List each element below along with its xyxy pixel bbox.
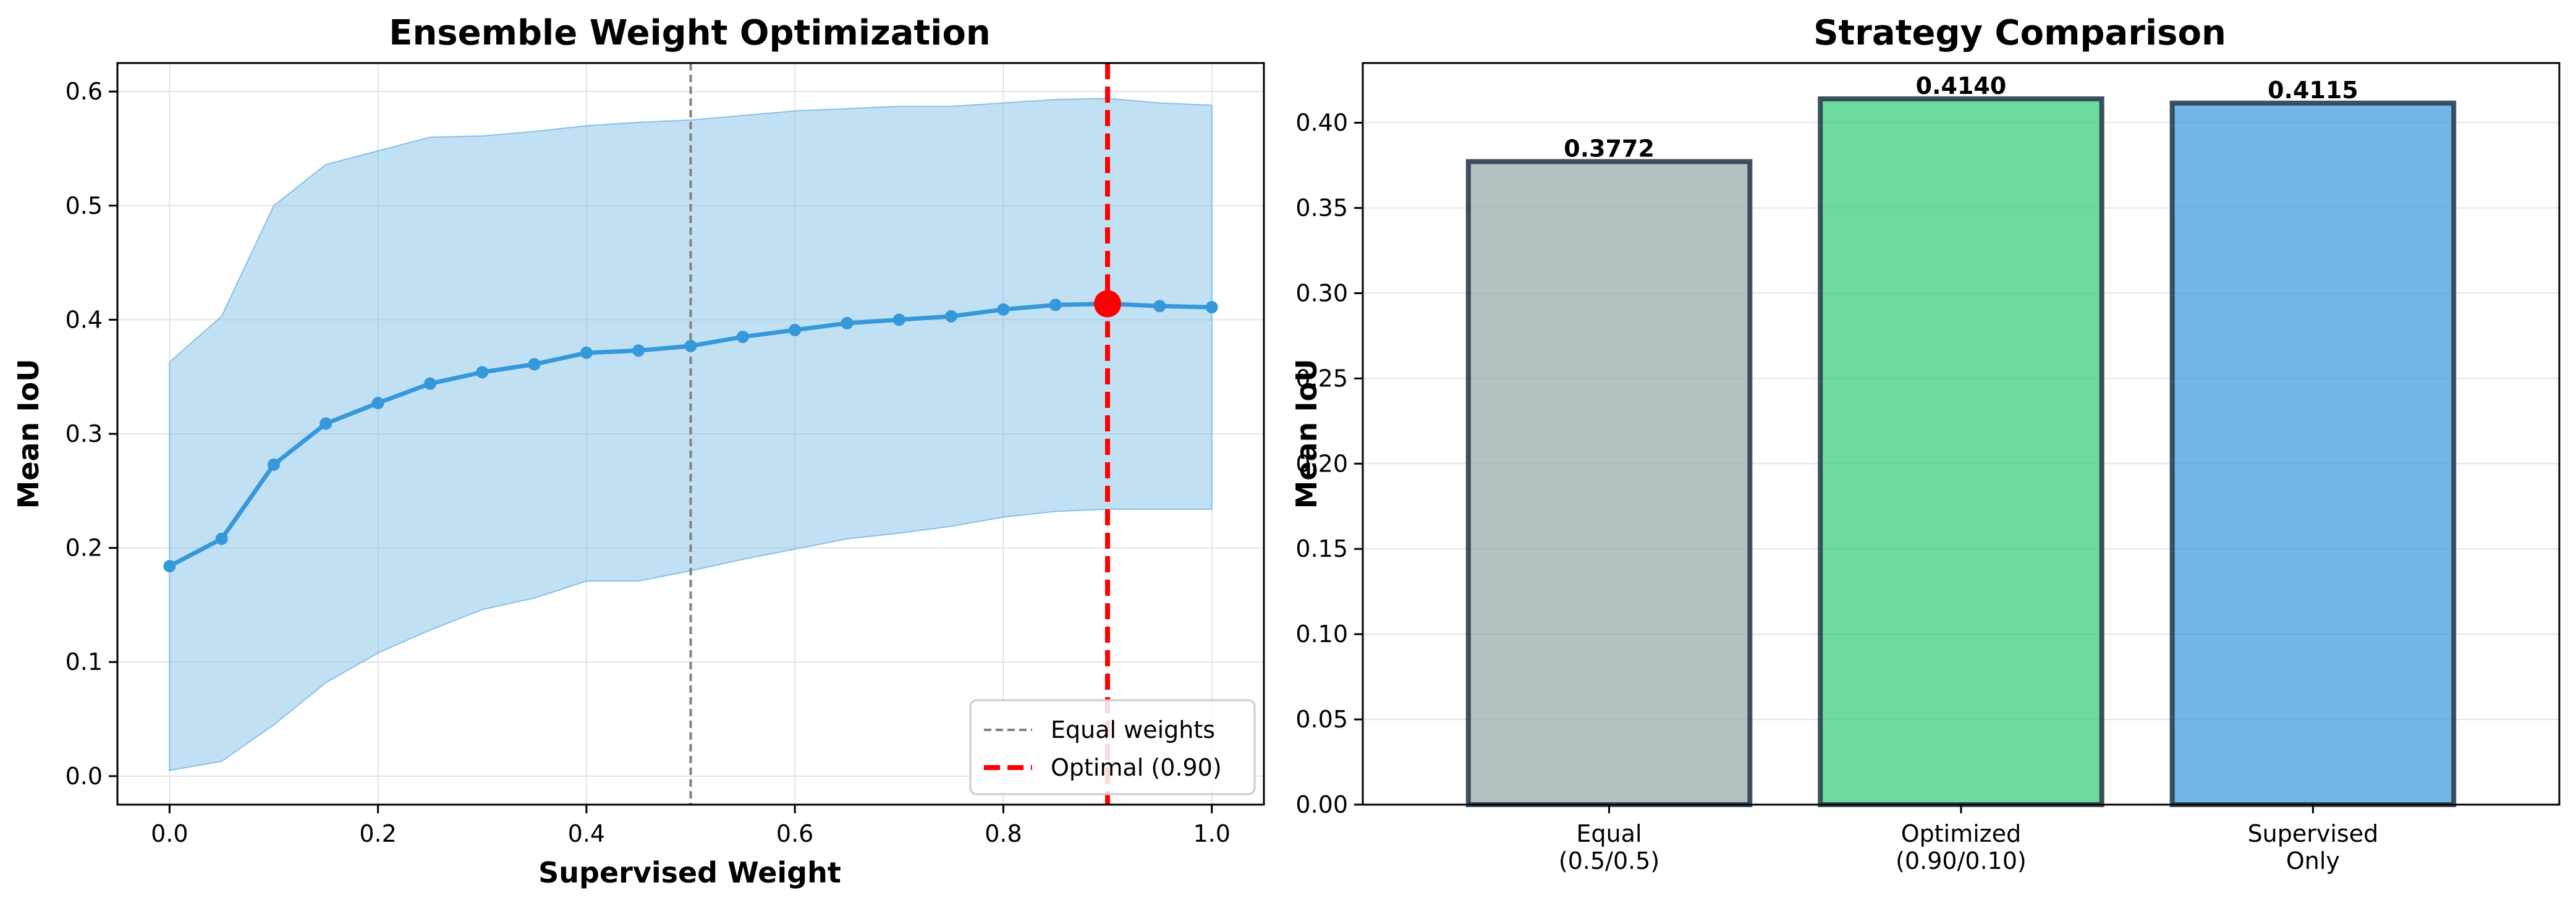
bar [1465, 159, 1753, 808]
data-point [163, 560, 176, 573]
x-tick-label: (0.5/0.5) [1559, 847, 1659, 874]
bar [2169, 100, 2457, 807]
bars [1465, 96, 2457, 808]
data-point [476, 366, 489, 379]
y-tick-label: 0.1 [66, 648, 103, 675]
x-tick-label: Supervised [2248, 820, 2379, 847]
data-points [163, 297, 1218, 573]
y-tick-label: 0.35 [1295, 194, 1348, 221]
y-tick-label: 0.05 [1295, 706, 1348, 733]
chart-title: Ensemble Weight Optimization [389, 13, 991, 53]
legend: Equal weights Optimal (0.90) [969, 699, 1256, 795]
chart-title: Strategy Comparison [1813, 13, 2226, 53]
y-ticks: 0.00 0.05 0.10 0.15 0.20 0.25 0.30 0.35 0.40 [1295, 109, 1363, 818]
data-point [997, 303, 1010, 316]
y-tick-label: 0.2 [66, 535, 103, 562]
data-point [1153, 300, 1166, 313]
x-tick-label: 0.0 [151, 820, 188, 847]
y-tick-label: 0.4 [66, 306, 103, 333]
legend-optimal-label: Optimal (0.90) [1051, 754, 1222, 781]
y-tick-label: 0.0 [66, 763, 103, 790]
data-point [945, 310, 958, 323]
data-point [1205, 301, 1218, 314]
x-tick-label: Only [2286, 847, 2340, 874]
bar-value-labels: 0.3772 0.4140 0.4115 [1564, 72, 2358, 163]
data-point [892, 313, 905, 326]
data-point [632, 344, 645, 357]
data-point [371, 397, 384, 410]
data-point [267, 458, 280, 471]
y-tick-label: 0.00 [1295, 791, 1348, 818]
legend-equal-label: Equal weights [1051, 716, 1215, 743]
x-tick-label: Optimized [1901, 820, 2022, 847]
bar-value-label: 0.3772 [1564, 135, 1654, 162]
y-tick-label: 0.15 [1295, 535, 1348, 562]
bar-value-label: 0.4115 [2268, 77, 2358, 104]
y-axis-label: Mean IoU [12, 359, 45, 509]
y-tick-label: 0.10 [1295, 620, 1348, 648]
data-point [423, 377, 436, 390]
y-tick-label: 0.20 [1295, 450, 1348, 477]
data-point [736, 331, 749, 344]
y-tick-label: 0.30 [1295, 279, 1348, 307]
data-point [684, 339, 697, 352]
y-tick-label: 0.5 [66, 192, 103, 219]
data-point [320, 417, 333, 430]
x-tick-label: 0.6 [776, 820, 813, 847]
optimal-point [1094, 290, 1122, 318]
y-tick-label: 0.25 [1295, 365, 1348, 392]
strategy-comparison-chart: Strategy Comparison 0.3772 0.4140 0.4115 0… [1290, 13, 2561, 874]
data-point [841, 316, 854, 329]
y-tick-label: 0.6 [66, 78, 103, 105]
y-axis-label: Mean IoU [1290, 359, 1323, 509]
x-tick-label: 0.2 [359, 820, 396, 847]
data-point [580, 346, 593, 359]
x-tick-label: 1.0 [1193, 820, 1230, 847]
x-tick-label: (0.90/0.10) [1896, 847, 2027, 874]
x-tick-label: 0.4 [568, 820, 605, 847]
y-tick-label: 0.40 [1295, 109, 1348, 137]
y-tick-label: 0.3 [66, 420, 103, 447]
x-ticks: 0.0 0.2 0.4 0.6 0.8 1.0 [151, 805, 1231, 847]
data-point [528, 358, 541, 371]
x-tick-label: 0.8 [985, 820, 1022, 847]
x-axis-label: Supervised Weight [538, 856, 841, 889]
data-point [215, 532, 228, 545]
data-point [1049, 298, 1062, 311]
ensemble-weight-chart: Ensemble Weight Optimization 0.0 0.2 0.4 0.… [12, 13, 1265, 889]
data-point [789, 324, 802, 336]
x-ticks: Equal(0.5/0.5) Optimized(0.90/0.10) Superv… [1559, 805, 2378, 874]
x-tick-label: Equal [1577, 820, 1642, 847]
bar [1818, 96, 2104, 807]
y-ticks: 0.0 0.1 0.2 0.3 0.4 0.5 0.6 [66, 78, 117, 790]
bar-value-label: 0.4140 [1916, 72, 2007, 99]
